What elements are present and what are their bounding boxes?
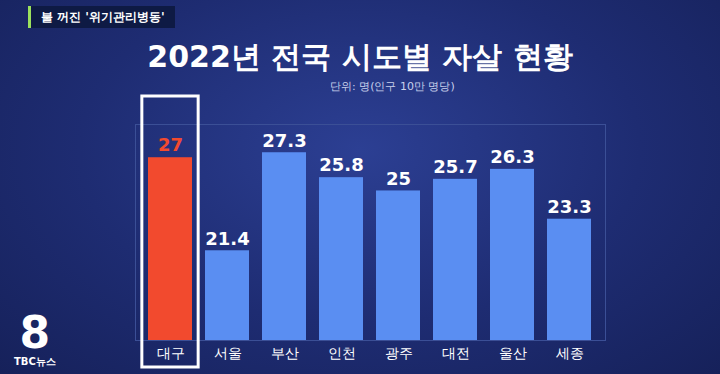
svg-text:25.7: 25.7 (433, 156, 477, 177)
svg-text:서울: 서울 (214, 345, 242, 361)
svg-text:25: 25 (386, 168, 411, 189)
svg-text:27.3: 27.3 (262, 130, 306, 151)
svg-text:광주: 광주 (385, 345, 413, 361)
svg-text:대전: 대전 (442, 345, 470, 361)
svg-text:23.3: 23.3 (547, 196, 591, 217)
svg-text:26.3: 26.3 (490, 146, 534, 167)
svg-text:21.4: 21.4 (205, 228, 249, 249)
html-text:TBC뉴스: TBC뉴스 (14, 356, 56, 367)
svg-text:울산: 울산 (499, 345, 527, 361)
svg-text:부산: 부산 (271, 345, 299, 361)
html-text:2022년 전국 시도별 자살 현황: 2022년 전국 시도별 자살 현황 (147, 39, 573, 74)
svg-text:인천: 인천 (328, 345, 356, 361)
svg-text:대구: 대구 (157, 345, 185, 361)
html-text:불 꺼진 '위기관리병동': 불 꺼진 '위기관리병동' (41, 10, 165, 24)
html-text:8: 8 (19, 307, 51, 358)
svg-text:25.8: 25.8 (319, 154, 363, 175)
svg-text:세종: 세종 (556, 345, 584, 361)
svg-text:27: 27 (158, 134, 183, 155)
html-text:단위: 명(인구 10만 명당): 단위: 명(인구 10만 명당) (330, 80, 455, 93)
